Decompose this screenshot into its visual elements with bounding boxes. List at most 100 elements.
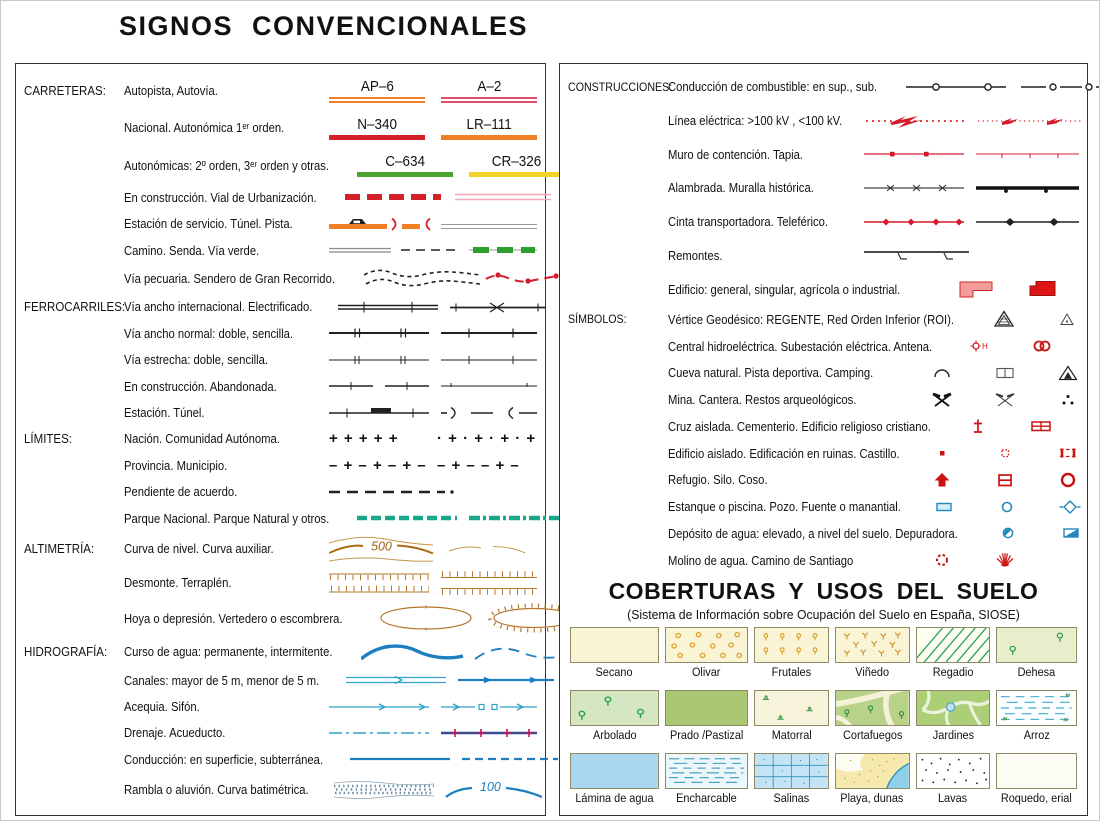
row-desc: Edificio: general, singular, agrícola o … [668, 281, 901, 297]
autonomica1-line-icon [441, 134, 537, 140]
legend-row: Línea eléctrica: >100 kV , <100 kV. [568, 106, 1082, 135]
vertice-regente-icon [993, 310, 1015, 328]
canales-icon [345, 672, 554, 688]
row-desc: Nacional. Autonómica 1ᵉʳ orden. [124, 120, 285, 136]
frutales-swatch [754, 626, 829, 663]
road-shield-label: CR–326 [492, 153, 542, 171]
olivar-swatch [664, 626, 749, 663]
land-use-label: Encharcable [676, 790, 737, 805]
hoya-vertedero-icon [372, 603, 581, 633]
contour-label: 500 [371, 539, 392, 553]
land-use-cell: Roquedo, erial [996, 752, 1077, 807]
row-desc: En construcción. Abandonada. [124, 378, 277, 394]
via-pecuaria-gr-icon [363, 267, 572, 289]
province-boundary-glyphs: – + – + – + – [329, 456, 427, 474]
nacional-line-icon [329, 134, 425, 140]
estanque-pozo-fuente-icons [933, 497, 1081, 517]
legend-row: Conducción: en superficie, subterránea. [24, 746, 559, 772]
mina-icon [932, 392, 952, 407]
legend-row: Remontes. [568, 241, 1079, 270]
row-desc: En construcción. Vial de Urbanización. [124, 189, 317, 205]
en-construccion-vial-icon [343, 190, 551, 204]
row-desc: Molino de agua. Camino de Santiago [668, 552, 854, 568]
legend-row: Pendiente de acuerdo. [24, 479, 537, 505]
cruz-cementerio-iglesia-icons [967, 416, 1099, 436]
right-legend-panel: CONSTRUCCIONES: Conducción de combustibl… [559, 63, 1099, 816]
land-use-label: Playa, dunas [840, 790, 904, 805]
refugio-silo-coso-icons [931, 470, 1079, 490]
drenaje-acueducto-icon [329, 725, 537, 741]
row-desc: Canales: mayor de 5 m, menor de 5 m. [124, 672, 320, 688]
regadio-swatch [915, 626, 991, 663]
legend-row: Estanque o piscina. Pozo. Fuente o manan… [568, 496, 1081, 518]
legend-row: Edificio aislado. Edificación en ruinas.… [568, 442, 1079, 464]
h-label: H [982, 342, 988, 351]
jardines-swatch [915, 689, 991, 726]
land-use-label: Roquedo, erial [1001, 790, 1073, 805]
row-desc: Alambrada. Muralla histórica. [668, 180, 814, 196]
land-use-cell: Olivar [664, 626, 749, 681]
linea-electrica-icon [866, 112, 1082, 129]
roquedo-swatch [996, 752, 1077, 789]
legend-row: Muro de contención. Tapia. [568, 140, 1079, 169]
land-use-cell: Viñedo [834, 626, 910, 681]
molino-agua-icon [936, 554, 948, 567]
alambrada-muralla-icon [864, 181, 1079, 195]
road-shield-label: AP–6 [360, 78, 394, 95]
cueva-pista-camping-icons [931, 363, 1079, 383]
row-desc: Mina. Cantera. Restos arqueológicos. [668, 392, 857, 408]
parque-nacional-icon [357, 513, 566, 523]
muro-tapia-icon [864, 147, 1079, 161]
row-desc: Camino. Senda. Vía verde. [124, 242, 260, 258]
autopista-line-icon [329, 97, 425, 103]
cantera-icon [995, 392, 1015, 407]
legend-row: CONSTRUCCIONES: Conducción de combustibl… [568, 72, 1099, 101]
legend-row: Vía pecuaria. Sendero de Gran Recorrido. [24, 263, 572, 293]
legend-row: Provincia. Municipio. – + – + – + – – + … [24, 452, 537, 478]
legend-row: Desmonte. Terraplén. [24, 566, 537, 600]
legend-row: FERROCARRILES: Vía ancho internacional. … [24, 294, 547, 320]
land-use-cell: Dehesa [996, 626, 1077, 681]
page-title: SIGNOS CONVENCIONALES [119, 11, 529, 41]
arbolado-swatch [570, 689, 659, 726]
via-internacional-electrificado-icon [338, 300, 547, 314]
via-normal-icon [329, 326, 537, 340]
row-desc: Vía ancho normal: doble, sencilla. [124, 325, 294, 341]
legend-row: Parque Nacional. Parque Natural y otros. [24, 505, 566, 531]
lavas-swatch [915, 752, 991, 789]
road-shield-label: LR–111 [466, 115, 512, 133]
land-use-cell: Frutales [754, 626, 829, 681]
autonomous-boundary-glyphs: · + · + · + · + [437, 430, 537, 448]
deposito-suelo-icon [1063, 528, 1080, 539]
section-label-construcciones: CONSTRUCCIONES: [568, 79, 673, 94]
legend-row: Edificio: general, singular, agrícola o … [568, 275, 1079, 304]
land-use-label: Lavas [938, 790, 968, 805]
land-use-grid: Secano Olivar [568, 626, 1079, 807]
restos-arqueologicos-icon [1062, 394, 1074, 405]
land-use-cell: Encharcable [664, 752, 749, 807]
matorral-swatch [754, 689, 829, 726]
ffcc-estacion-tunel-icon [329, 404, 537, 420]
row-desc: Central hidroeléctrica. Subestación eléc… [668, 338, 933, 354]
cueva-icon [934, 369, 950, 377]
refugio-icon [934, 472, 950, 487]
legend-row: CARRETERAS: Autopista, Autovía. AP–6 A–2 [24, 72, 537, 109]
limite-nacion-ca-icon: + + + + + · + · + · + · + [329, 430, 537, 447]
land-use-cell: Lavas [915, 752, 991, 807]
land-use-label: Arbolado [592, 727, 637, 742]
autonomica2-line-icon [357, 172, 454, 178]
land-use-label: Frutales [771, 664, 812, 679]
lamina-agua-swatch [570, 752, 659, 789]
legend-row: HIDROGRAFÍA: Curso de agua: permanente, … [24, 637, 568, 667]
land-use-cell: Prado /Pastizal [664, 689, 749, 744]
cortafuegos-swatch [834, 689, 910, 726]
camino-santiago-icon [996, 553, 1014, 567]
legend-row: Vía estrecha: doble, sencilla. [24, 347, 537, 373]
legend-row: Refugio. Silo. Coso. [568, 469, 1079, 491]
row-desc: Rambla o aluvión. Curva batimétrica. [124, 782, 309, 798]
land-use-label: Olivar [692, 664, 721, 679]
section-label-carreteras: CARRETERAS: [24, 83, 106, 98]
section-label-hidrografia: HIDROGRAFÍA: [24, 644, 108, 660]
secano-swatch [570, 626, 659, 663]
